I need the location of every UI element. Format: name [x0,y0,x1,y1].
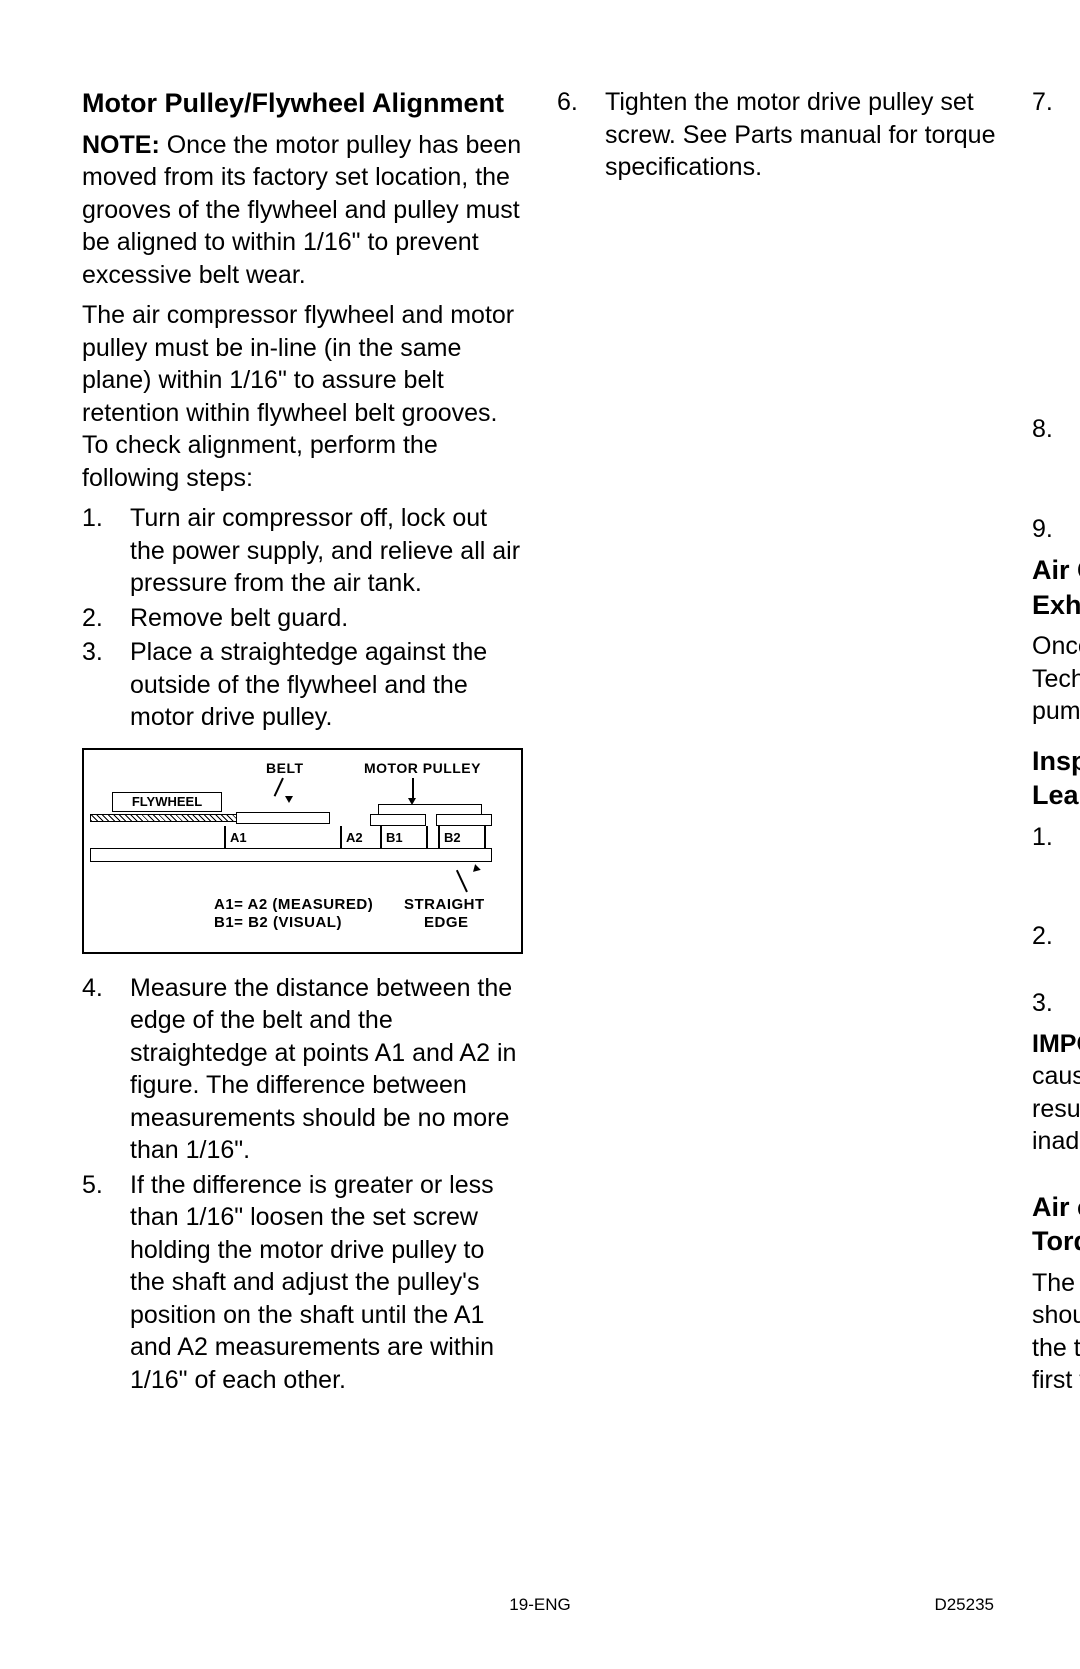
fig-arrowhead [408,798,416,805]
heading-leaks: Inspect Air Lines and Fittings for Leaks [1032,744,1080,813]
fig-arrow-line [412,778,414,800]
intro-paragraph: The air compressor flywheel and motor pu… [82,299,523,494]
fig-arrowhead [471,863,481,872]
step-item: 4.Measure the distance between the edge … [82,972,523,1167]
step-item: 7.Visually inspect the motor drive pulle… [1032,86,1080,411]
step-item: 2.Apply a soap solution to all air line … [1032,920,1080,985]
steps-list-a: 1.Turn air compressor off, lock out the … [82,502,523,734]
step-item: 1.Turn air compressor off, lock out the … [82,502,523,600]
fig-eq1: A1= A2 (MEASURED) [214,896,373,913]
fig-arrowhead [285,796,293,803]
fig-belt-segment [236,812,330,824]
valves-paragraph: Once a year have a Trained Service Techn… [1032,630,1080,728]
fig-label-flywheel: FLYWHEEL [112,792,222,812]
note-paragraph: NOTE: Once the motor pulley has been mov… [82,129,523,292]
important-paragraph: IMPORTANT: Even minor leaks can cause th… [1032,1028,1080,1158]
footer-page: 19-ENG [509,1595,570,1615]
fig-edge: EDGE [424,914,469,931]
fig-arrow-line [456,869,468,891]
step-item: 2.Remove belt guard. [82,602,523,635]
fig-a1: A1 [230,830,247,845]
fig-label-motor-pulley: MOTOR PULLEY [364,760,481,776]
alignment-figure: BELT MOTOR PULLEY FLYWHEEL A1 A2 B1 B2 [82,748,523,954]
step-item: 8.Retighten the motor drive pulley setsc… [1032,413,1080,511]
step-item: 3.Place a straightedge against the outsi… [82,636,523,734]
fig-b1: B1 [386,830,403,845]
footer-doc: D25235 [934,1595,994,1615]
important-label: IMPORTANT: [1032,1030,1080,1058]
fig-straight: STRAIGHT [404,896,485,913]
content-columns: Motor Pulley/Flywheel Alignment NOTE: On… [82,86,998,1446]
step-item: 9.Reinstall belt guard. [1032,513,1080,546]
fig-label-belt: BELT [266,760,304,776]
note-label: NOTE: [82,131,167,159]
step-item: 6.Tighten the motor drive pulley set scr… [557,86,998,184]
step-item: 3.Correct any leaks found. [1032,987,1080,1020]
fig-eq2: B1= B2 (VISUAL) [214,914,342,931]
fig-pulley-top [378,804,482,814]
fig-b2: B2 [444,830,461,845]
steps-list-d: 1.Turn air compressor off, lock out the … [1032,821,1080,1020]
heading-torquing: Air compressor Head Bolts - Torquing [1032,1190,1080,1259]
fig-arrow-line [274,777,284,796]
fig-pulley-mid-left [370,814,426,826]
steps-list-c: 7.Visually inspect the motor drive pulle… [1032,86,1080,545]
step-item: 1.Turn air compressor off, lock out the … [1032,821,1080,919]
heading-alignment: Motor Pulley/Flywheel Alignment [82,86,523,121]
heading-valves: Air Compressor Pump Intake and Exhaust V… [1032,553,1080,622]
fig-pulley-mid-right [436,814,492,826]
step-item: 5.If the difference is greater or less t… [82,1169,523,1397]
fig-straightedge [90,848,492,862]
fig-a2: A2 [346,830,363,845]
